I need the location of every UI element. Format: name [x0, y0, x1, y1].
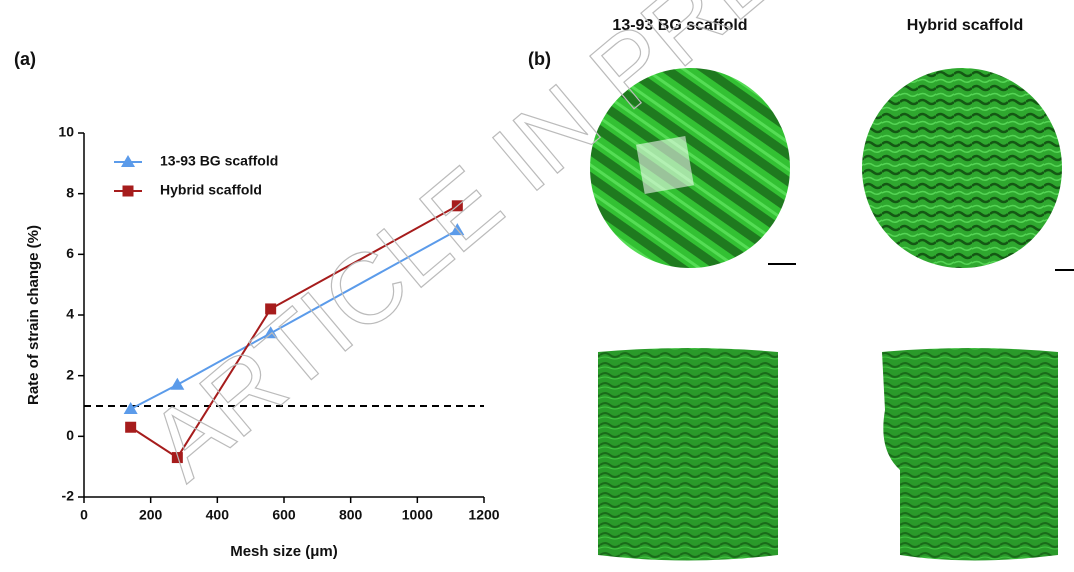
- x-tick-label: 600: [272, 507, 296, 523]
- y-tick-label: 0: [66, 427, 74, 443]
- y-tick-label: -2: [62, 488, 75, 504]
- x-axis-title: Mesh size (μm): [230, 543, 338, 560]
- scaffold-top-view: [862, 68, 1062, 268]
- scaffold-pores: [636, 136, 694, 194]
- x-tick-label: 1000: [402, 507, 433, 523]
- y-tick-label: 10: [58, 124, 74, 140]
- legend-label: Hybrid scaffold: [160, 182, 262, 198]
- watermark: ARTICLE IN PRESS: [129, 0, 902, 501]
- image-title: Hybrid scaffold: [907, 17, 1023, 34]
- legend-label: 13-93 BG scaffold: [160, 153, 278, 169]
- x-tick-label: 800: [339, 507, 363, 523]
- y-axis-title: Rate of strain change (%): [25, 225, 42, 405]
- x-tick-label: 1200: [468, 507, 499, 523]
- legend-marker: [123, 186, 134, 197]
- scaffold-side-view: [882, 348, 1058, 561]
- y-tick-label: 8: [66, 184, 74, 200]
- y-tick-label: 6: [66, 245, 74, 261]
- y-tick-label: 2: [66, 366, 74, 382]
- scaffold-side-view: [598, 348, 778, 561]
- x-tick-label: 200: [139, 507, 163, 523]
- figure: (a) (b) 13-93 BG scaffold Hybrid scaffol…: [0, 0, 1074, 567]
- page: (a) (b) 13-93 BG scaffold Hybrid scaffol…: [0, 0, 1074, 572]
- y-tick-label: 4: [66, 306, 74, 322]
- panel-label: (a): [14, 49, 36, 69]
- x-tick-label: 0: [80, 507, 88, 523]
- x-tick-label: 400: [206, 507, 230, 523]
